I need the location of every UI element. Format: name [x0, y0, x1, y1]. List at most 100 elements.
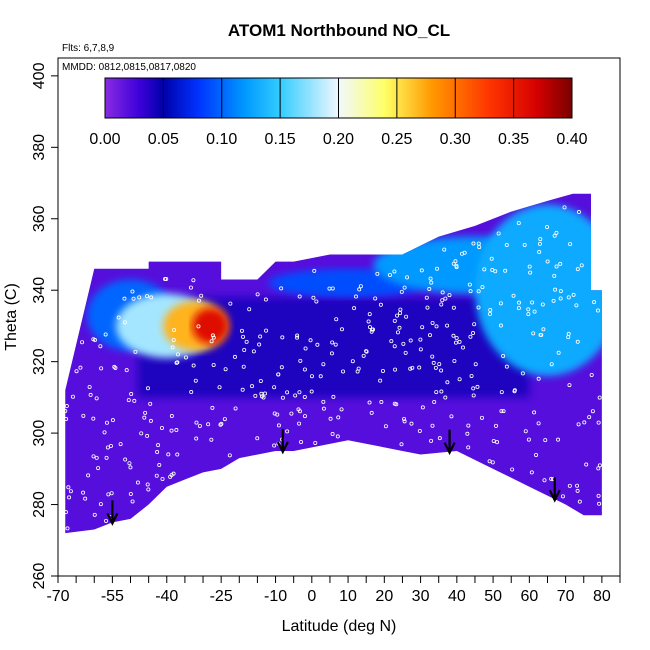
observation-point [527, 264, 532, 269]
observation-point [154, 473, 159, 478]
observation-point [443, 296, 448, 301]
observation-point [543, 438, 548, 443]
observation-point [425, 305, 430, 310]
observation-point [64, 404, 69, 409]
observation-point [373, 296, 378, 301]
observation-point [222, 417, 227, 422]
observation-point [105, 445, 110, 450]
observation-point [472, 322, 477, 327]
y-tick-label: 260 [31, 563, 48, 590]
observation-point [206, 422, 211, 427]
observation-point [488, 307, 493, 312]
observation-point [259, 394, 264, 399]
x-tick-label: 50 [484, 588, 502, 605]
observation-point [499, 390, 504, 395]
observation-point [398, 307, 403, 312]
observation-point [541, 327, 546, 332]
field-hotspot [192, 308, 229, 344]
observation-point [435, 266, 440, 271]
observation-point [112, 364, 117, 369]
observation-point [393, 367, 398, 372]
observation-point [335, 434, 340, 439]
observation-point [218, 422, 223, 427]
y-tick-label: 300 [31, 420, 48, 447]
observation-point [447, 293, 452, 298]
observation-point [309, 389, 314, 394]
observation-point [597, 395, 602, 400]
observation-point [566, 331, 571, 336]
observation-point [440, 298, 445, 303]
observation-point [538, 237, 543, 242]
observation-point [280, 395, 285, 400]
observation-point [567, 483, 572, 488]
observation-point [417, 428, 422, 433]
observation-point [109, 491, 114, 496]
observation-point [383, 424, 388, 429]
observation-point [576, 210, 581, 215]
observation-point [298, 358, 303, 363]
y-tick-label: 340 [31, 277, 48, 304]
observation-point [163, 276, 168, 281]
x-axis-label: Latitude (deg N) [282, 618, 397, 635]
observation-point [405, 275, 410, 280]
observation-point [330, 432, 335, 437]
observation-point [596, 493, 601, 498]
observation-point [228, 301, 233, 306]
observation-point [361, 353, 366, 358]
observation-point [296, 407, 301, 412]
observation-point [241, 334, 246, 339]
observation-point [575, 488, 580, 493]
x-tick-label: -40 [155, 588, 178, 605]
observation-point [240, 387, 245, 392]
observation-point [255, 292, 260, 297]
observation-point [148, 401, 153, 406]
observation-point [358, 284, 363, 289]
observation-point [279, 365, 284, 370]
observation-point [542, 478, 547, 483]
observation-point [145, 294, 150, 299]
observation-point [528, 270, 533, 275]
observation-point [409, 421, 414, 426]
observation-point [466, 445, 471, 450]
dates-note: MMDD: 0812,0815,0817,0820 [62, 62, 196, 73]
observation-point [143, 410, 148, 415]
flights-note: Flts: 6,7,8,9 [62, 43, 115, 54]
observation-point [399, 442, 404, 447]
observation-point [453, 259, 458, 264]
y-tick-label: 380 [31, 134, 48, 161]
observation-point [233, 406, 238, 411]
observation-point [197, 423, 202, 428]
observation-point [556, 350, 561, 355]
observation-point [387, 272, 392, 277]
observation-point [80, 340, 85, 345]
observation-point [331, 394, 336, 399]
observation-point [503, 268, 508, 273]
observation-point [451, 333, 456, 338]
observation-point [263, 391, 268, 396]
observation-point [457, 339, 462, 344]
observation-point [504, 364, 509, 369]
observation-point [339, 327, 344, 332]
observation-point [196, 324, 201, 329]
observation-point [334, 317, 339, 322]
x-tick-label: -55 [101, 588, 124, 605]
observation-point [104, 455, 109, 460]
observation-point [424, 295, 429, 300]
observation-point [379, 400, 384, 405]
observation-point [430, 423, 435, 428]
observation-point [258, 334, 263, 339]
observation-point [366, 319, 371, 324]
observation-point [96, 466, 101, 471]
observation-point [68, 489, 73, 494]
x-tick-label: 40 [448, 588, 466, 605]
observation-point [498, 301, 503, 306]
observation-point [196, 298, 201, 303]
observation-point [504, 243, 509, 248]
observation-point [302, 367, 307, 372]
observation-point [251, 349, 256, 354]
observation-point [257, 342, 262, 347]
colorbar-tick-label: 0.10 [206, 131, 237, 148]
observation-point [392, 344, 397, 349]
observation-point [427, 287, 432, 292]
observation-point [328, 416, 333, 421]
